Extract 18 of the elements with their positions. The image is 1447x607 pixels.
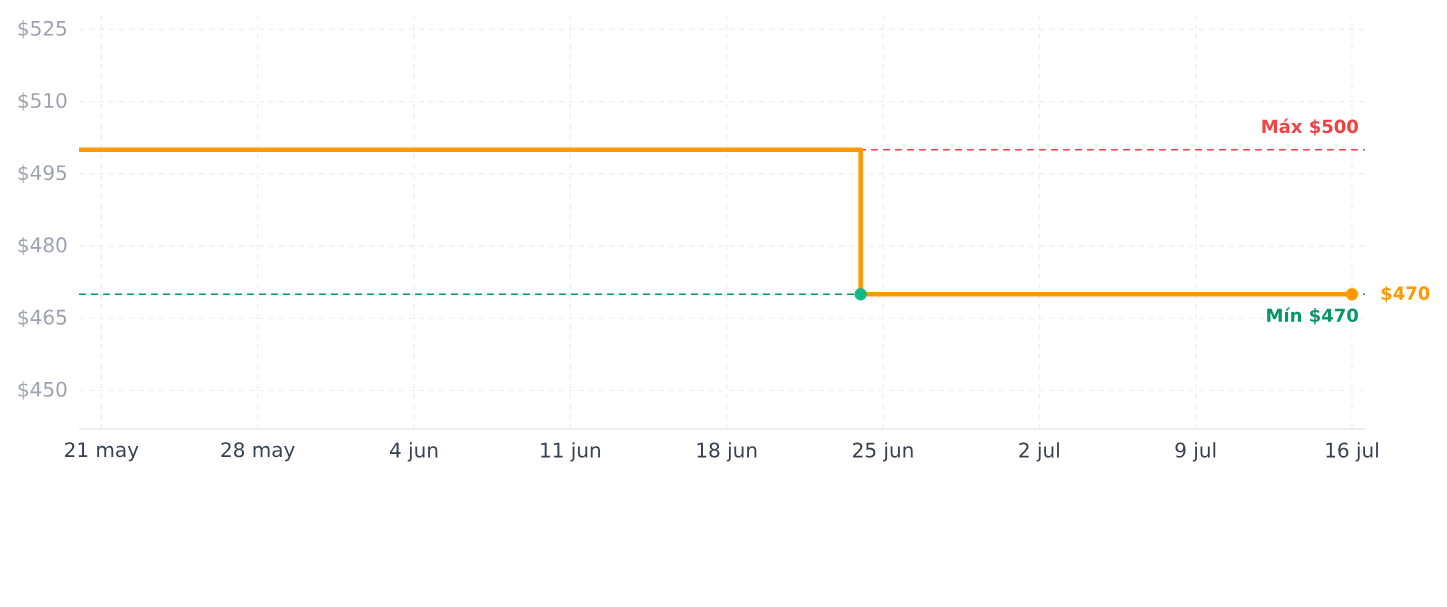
x-tick-label: 18 jun <box>697 442 757 462</box>
x-tick-label: 11 jun <box>541 442 600 462</box>
x-tick-label: 25 jun <box>853 442 913 462</box>
ref-line-label: Máx $500 <box>1262 118 1358 136</box>
x-tick-label: 9 jul <box>1175 442 1216 462</box>
x-tick-label: 28 may <box>221 442 295 462</box>
x-tick-label: 21 may <box>65 442 139 462</box>
y-tick-label: $510 <box>18 92 67 111</box>
ref-line-label: Mín $470 <box>1267 307 1358 325</box>
y-tick-label: $525 <box>18 20 67 39</box>
y-tick-label: $480 <box>18 236 67 256</box>
y-tick-label: $450 <box>18 381 67 400</box>
x-tick-label: 16 jul <box>1326 442 1378 462</box>
y-tick-label: $465 <box>18 309 67 328</box>
x-tick-label: 4 jun <box>389 442 438 462</box>
data-label: $470 <box>1381 286 1430 303</box>
y-tick-label: $495 <box>18 164 67 183</box>
x-tick-label: 2 jul <box>1019 442 1059 462</box>
